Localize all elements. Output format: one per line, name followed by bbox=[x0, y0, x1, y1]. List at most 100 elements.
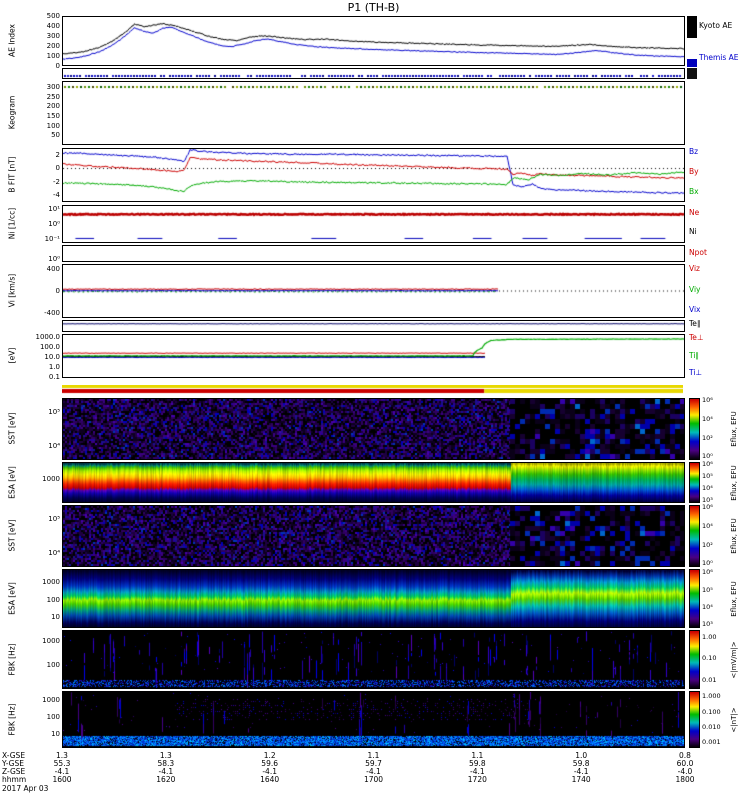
colorbar-sst-ions bbox=[689, 398, 700, 460]
legend-vi-0: Viz bbox=[689, 264, 700, 274]
legend-ae-1: Themis AE bbox=[699, 53, 739, 62]
panel-fbk-e bbox=[62, 630, 685, 689]
panel-tepar-canvas bbox=[63, 321, 684, 331]
xaxis-value: -4.1 bbox=[366, 767, 381, 776]
colorbar-sst-electrons-canvas bbox=[690, 506, 699, 566]
ytick-fbk-b: 10 bbox=[51, 729, 60, 738]
panel-flagbar bbox=[62, 385, 685, 396]
ytick-keogram: 200 bbox=[46, 102, 60, 111]
ytick-ae: 300 bbox=[46, 32, 60, 40]
cbtick-fbk-b: 1.000 bbox=[702, 691, 721, 700]
colorbar-esa-electrons-canvas bbox=[690, 570, 699, 627]
cbtick-fbk-b: 0.100 bbox=[702, 707, 721, 716]
xaxis-value: 1600 bbox=[52, 775, 72, 784]
panel-flagbar-canvas bbox=[62, 385, 683, 394]
cbtick-sst-ions: 10² bbox=[702, 433, 713, 442]
cbtick-fbk-b: 0.010 bbox=[702, 722, 721, 731]
ytick-sst-electrons: 10⁵ bbox=[48, 514, 60, 523]
ytick-esa-electrons: 100 bbox=[46, 595, 60, 604]
ytick-fbk-b: 100 bbox=[46, 712, 60, 721]
ytick-vi: 0 bbox=[55, 287, 60, 295]
ytick-ni: 10¹ bbox=[48, 205, 60, 214]
cbtick-sst-ions: 10⁰ bbox=[702, 452, 713, 461]
xaxis-value: 0.8 bbox=[679, 751, 691, 760]
xaxis-value: 1.1 bbox=[367, 751, 380, 760]
panel-tepar bbox=[62, 320, 685, 332]
xaxis-value: 1.1 bbox=[471, 751, 484, 760]
ytick-keogram: 300 bbox=[46, 82, 60, 91]
ytick-esa-electrons: 1000 bbox=[42, 577, 60, 586]
xaxis-date: 2017 Apr 03 bbox=[2, 784, 49, 793]
ytick-bfit: -4 bbox=[53, 191, 60, 200]
ytick-keogram: 100 bbox=[46, 121, 60, 130]
legend-bfit-1: By bbox=[689, 167, 699, 177]
legend-temp-2: Ti⊥ bbox=[689, 367, 702, 377]
legend-swatch-ae-2 bbox=[687, 68, 697, 79]
panel-keogram-canvas bbox=[63, 82, 684, 144]
cbtick-esa-electrons: 10⁴ bbox=[702, 602, 713, 611]
ytick-temp: 10.0 bbox=[44, 353, 60, 362]
legend-ni-0: Ne bbox=[689, 207, 700, 217]
xaxis-value: -4.1 bbox=[54, 767, 70, 776]
ytick-fbk-e: 100 bbox=[46, 661, 60, 670]
ytick-bfit: 2 bbox=[55, 150, 60, 159]
xaxis-value: 1.3 bbox=[56, 751, 68, 760]
legend-temp-0: Te⊥ bbox=[689, 333, 704, 343]
cbtick-esa-electrons: 10³ bbox=[702, 619, 713, 628]
cbtick-esa-ions: 10⁴ bbox=[702, 484, 713, 493]
cbtick-esa-ions: 10⁵ bbox=[702, 472, 713, 481]
xaxis-value: 1.2 bbox=[263, 751, 276, 760]
cbtick-sst-electrons: 10⁰ bbox=[702, 559, 713, 568]
xaxis-value: 1740 bbox=[571, 775, 591, 784]
panel-ni-canvas bbox=[63, 206, 684, 242]
colorbar-fbk-e-canvas bbox=[690, 631, 699, 688]
ytick-keogram: 50 bbox=[51, 131, 60, 140]
panel-flags-top-canvas bbox=[63, 69, 684, 78]
ytick-temp: 1000.0 bbox=[35, 333, 61, 341]
ytick-temp: 1.0 bbox=[48, 363, 60, 372]
panel-sst-electrons bbox=[62, 505, 685, 567]
legend-bfit-2: Bx bbox=[689, 187, 699, 197]
panel-fbk-b-canvas bbox=[63, 692, 684, 747]
cbtick-esa-electrons: 10⁶ bbox=[702, 567, 713, 576]
panel-npot bbox=[62, 245, 685, 262]
cbtick-sst-electrons: 10² bbox=[702, 540, 713, 549]
ytick-vi: 400 bbox=[46, 265, 60, 274]
ytick-ni: 10⁻¹ bbox=[44, 234, 60, 243]
cbtick-fbk-e: 1.00 bbox=[702, 633, 717, 642]
xaxis-row-label-3: hhmm bbox=[2, 775, 27, 784]
ytick-ae: 200 bbox=[46, 42, 60, 50]
legend-temp-1: Ti∥ bbox=[689, 351, 700, 360]
panel-ni bbox=[62, 205, 685, 243]
legend-npot-0: Npot bbox=[689, 247, 707, 257]
cbunit-fbk-b: <|nT|> bbox=[730, 706, 738, 733]
panel-ae-canvas bbox=[63, 17, 684, 65]
colorbar-esa-ions-canvas bbox=[690, 463, 699, 502]
panel-vi bbox=[62, 264, 685, 318]
legend-ni-1: Ni bbox=[689, 227, 697, 237]
xaxis-value: 1640 bbox=[260, 775, 280, 784]
ytick-fbk-e: 1000 bbox=[42, 636, 60, 645]
xaxis-value: 59.8 bbox=[468, 759, 486, 768]
panel-fbk-e-canvas bbox=[63, 631, 684, 688]
ytick-temp: 100.0 bbox=[39, 343, 60, 352]
cbtick-sst-ions: 10⁶ bbox=[702, 396, 713, 405]
panel-sst-electrons-canvas bbox=[63, 506, 684, 566]
colorbar-fbk-b bbox=[689, 691, 700, 748]
cbtick-fbk-e: 0.01 bbox=[702, 675, 717, 684]
xaxis-value: -4.1 bbox=[262, 767, 277, 776]
plot-title: P1 (TH-B) bbox=[347, 1, 400, 14]
xaxis-row-label-2: Z-GSE bbox=[2, 767, 26, 776]
legend-swatch-ae-0 bbox=[687, 16, 697, 38]
cbtick-sst-electrons: 10⁶ bbox=[702, 503, 713, 512]
xaxis-value: 59.8 bbox=[572, 759, 590, 768]
xaxis-value: 1.0 bbox=[575, 751, 588, 760]
legend-vi-2: Vix bbox=[689, 305, 701, 315]
panel-fbk-b bbox=[62, 691, 685, 748]
xaxis-value: 60.0 bbox=[676, 759, 694, 768]
legend-ae-0: Kyoto AE bbox=[699, 21, 733, 30]
xaxis-value: 58.3 bbox=[157, 759, 175, 768]
xaxis-value: -4.1 bbox=[158, 767, 174, 776]
panel-ae bbox=[62, 16, 685, 66]
